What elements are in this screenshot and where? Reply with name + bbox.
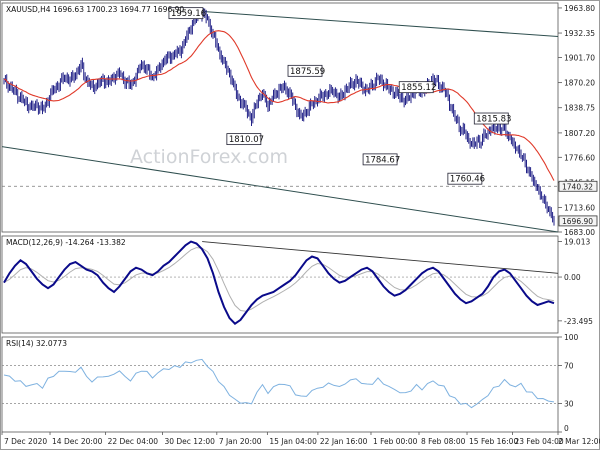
annotation-label: 1815.83 bbox=[476, 115, 511, 125]
x-tick-label: 7 Jan 20:00 bbox=[219, 437, 262, 446]
macd-trend-line bbox=[202, 241, 559, 274]
x-tick-label: 1 Feb 00:00 bbox=[373, 437, 418, 446]
price-tick-label: 1683.00 bbox=[564, 228, 595, 237]
x-tick-label: 15 Feb 16:00 bbox=[469, 437, 518, 446]
rsi-line bbox=[3, 358, 555, 409]
price-tag-label: 1740.32 bbox=[562, 182, 593, 191]
annotation-box bbox=[168, 7, 204, 20]
price-tick-label: 1963.80 bbox=[564, 4, 595, 13]
rsi-tick-label: 70 bbox=[564, 362, 574, 371]
channel-line bbox=[1, 146, 559, 233]
annotation-label: 1959.16 bbox=[171, 9, 206, 19]
annotation-box bbox=[447, 172, 483, 185]
annotation-box bbox=[473, 112, 509, 125]
x-tick-label: 15 Jan 04:00 bbox=[269, 437, 317, 446]
annotation-label: 1810.07 bbox=[229, 135, 264, 145]
channel-line bbox=[204, 11, 559, 38]
annotation-label: 1875.59 bbox=[290, 67, 325, 77]
rsi-tick-label: 30 bbox=[564, 400, 574, 409]
panel-frame bbox=[1, 235, 559, 334]
price-tick-label: 1776.60 bbox=[564, 153, 595, 162]
price-tag-label: 1696.90 bbox=[562, 217, 593, 226]
price-tick-label: 1838.75 bbox=[564, 104, 595, 113]
annotation-box bbox=[362, 153, 398, 166]
price-tick-label: 1932.35 bbox=[564, 29, 595, 38]
rsi-tick-label: 100 bbox=[564, 333, 579, 342]
price-tick-label: 1807.20 bbox=[564, 129, 595, 138]
x-tick-label: 22 Dec 04:00 bbox=[108, 437, 159, 446]
x-tick-label: 2 Mar 12:00 bbox=[558, 437, 600, 446]
x-tick-label: 23 Feb 04:00 bbox=[515, 437, 564, 446]
x-tick-label: 8 Feb 08:00 bbox=[421, 437, 466, 446]
rsi-header: RSI(14) 32.0773 bbox=[6, 339, 67, 348]
price-tick-label: 1901.70 bbox=[564, 53, 595, 62]
annotation-label: 1760.46 bbox=[450, 175, 485, 185]
x-tick-label: 14 Dec 20:00 bbox=[52, 437, 103, 446]
price-header: XAUUSD,H4 1696.63 1700.23 1694.77 1696.9… bbox=[6, 5, 184, 14]
panel-frame bbox=[1, 2, 559, 233]
annotation-box bbox=[287, 64, 323, 77]
annotation-box bbox=[226, 133, 262, 146]
price-tag-box bbox=[558, 215, 598, 227]
price-tag-box bbox=[558, 180, 598, 192]
macd-tick-label: 0.00 bbox=[564, 273, 581, 282]
macd-tick-label: -23.495 bbox=[564, 317, 593, 326]
watermark: ActionForex.com bbox=[130, 146, 288, 168]
annotation-box bbox=[398, 81, 434, 94]
moving-average-line bbox=[3, 30, 555, 181]
x-tick-label: 30 Dec 12:00 bbox=[164, 437, 215, 446]
macd-tick-label: 19.013 bbox=[564, 238, 590, 247]
macd-line bbox=[3, 240, 555, 326]
price-tick-label: 1870.20 bbox=[564, 79, 595, 88]
rsi-tick-label: 0 bbox=[564, 424, 569, 433]
price-tick-label: 1713.60 bbox=[564, 204, 595, 213]
macd-signal-line bbox=[3, 247, 555, 312]
panel-frame bbox=[1, 336, 559, 433]
x-tick-label: 7 Dec 2020 bbox=[4, 437, 47, 446]
annotation-label: 1855.12 bbox=[401, 83, 436, 93]
annotation-label: 1784.67 bbox=[365, 155, 400, 165]
macd-header: MACD(12,26,9) -14.264 -13.382 bbox=[6, 238, 126, 247]
x-tick-label: 22 Jan 16:00 bbox=[320, 437, 368, 446]
